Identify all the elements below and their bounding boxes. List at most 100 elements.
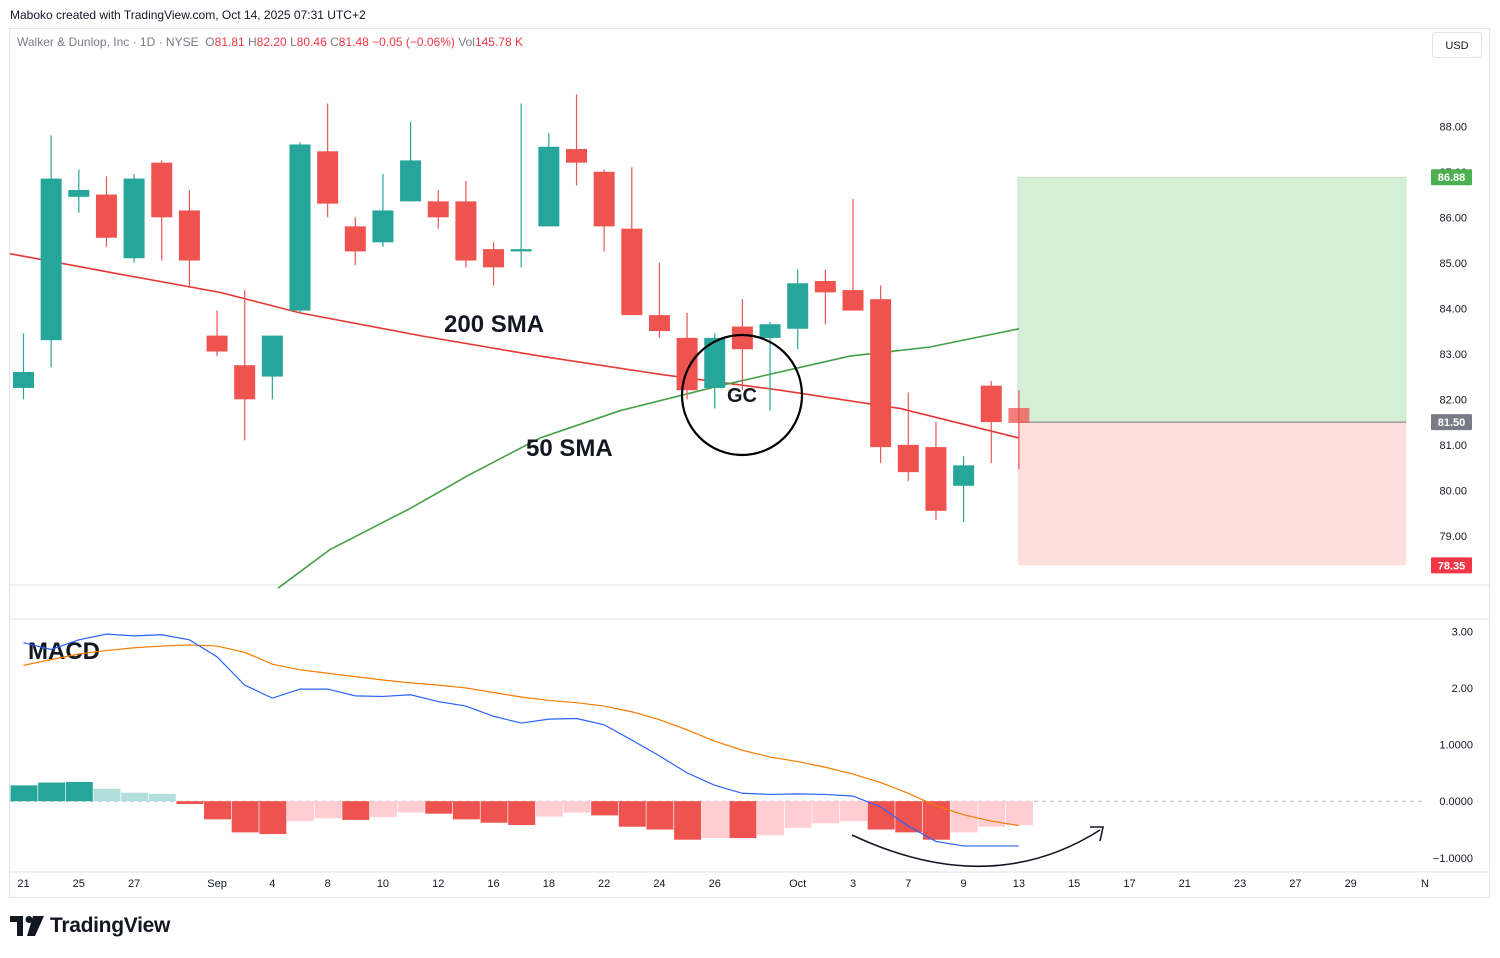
- time-axis-tick: 21: [1179, 878, 1191, 890]
- time-axis-tick: 3: [850, 878, 856, 890]
- low-value: 80.46: [296, 35, 327, 49]
- candle: [427, 189, 449, 229]
- macd-histogram-bar: [701, 801, 729, 839]
- time-axis-tick: 16: [487, 878, 499, 890]
- target-price-tag-bg: [1431, 169, 1472, 186]
- time-axis-tick: 18: [543, 878, 555, 890]
- candle-body: [289, 144, 311, 311]
- golden-cross-annotation: GC: [727, 385, 757, 407]
- macd-axis-tick: 1.0000: [1439, 740, 1473, 752]
- candle: [621, 167, 643, 316]
- time-axis-tick: 17: [1123, 878, 1135, 890]
- candle: [151, 160, 173, 261]
- candle: [648, 262, 670, 338]
- macd-histogram-bar: [618, 801, 646, 827]
- time-axis-tick: 26: [709, 878, 721, 890]
- macd-histogram-bar: [231, 801, 259, 833]
- tradingview-brand[interactable]: TradingView: [10, 914, 170, 938]
- macd-axis-tick: −1.0000: [1433, 853, 1473, 865]
- candle: [870, 285, 892, 464]
- time-axis-tick: 4: [269, 878, 275, 890]
- time-axis-tick: Sep: [207, 878, 227, 890]
- macd-histogram-bar: [922, 801, 950, 840]
- candle: [400, 121, 422, 202]
- candle: [317, 103, 339, 218]
- candle-body: [40, 178, 62, 341]
- low-label: L: [290, 35, 297, 49]
- candle: [593, 169, 615, 252]
- candle: [538, 133, 560, 227]
- candle-body: [621, 228, 643, 316]
- macd-axis-tick: 2.00: [1452, 683, 1473, 695]
- macd-histogram-bar: [259, 801, 287, 835]
- candle-body: [427, 201, 449, 218]
- candle-body: [814, 280, 836, 293]
- candle-body: [704, 337, 726, 388]
- macd-histogram-bar: [674, 801, 702, 840]
- price-axis-tick: 81.00: [1439, 440, 1467, 452]
- candle-body: [842, 290, 864, 311]
- macd-histogram-bar: [204, 801, 232, 820]
- macd-histogram-bar: [591, 801, 619, 816]
- macd-histogram-bar: [508, 801, 536, 825]
- sma-50-annotation: 50 SMA: [526, 435, 613, 462]
- time-axis-tick: 12: [432, 878, 444, 890]
- candle-body: [372, 210, 394, 243]
- macd-histogram-bar: [784, 801, 812, 828]
- high-value: 82.20: [256, 35, 287, 49]
- candle: [980, 381, 1002, 464]
- macd-histogram-bar: [148, 793, 176, 802]
- candle-body: [400, 160, 422, 202]
- candle-body: [344, 226, 366, 252]
- candle: [925, 422, 947, 520]
- macd-histogram-bar: [287, 801, 314, 822]
- macd-arrow-head: [1090, 826, 1104, 842]
- macd-histogram-bar: [729, 801, 757, 839]
- macd-histogram-bar: [397, 801, 425, 813]
- candle: [372, 174, 394, 247]
- macd-histogram-bar: [93, 788, 121, 802]
- candle: [897, 392, 919, 482]
- macd-histogram-bar: [563, 801, 591, 813]
- chart-credit: Maboko created with TradingView.com, Oct…: [10, 8, 366, 22]
- time-axis-tick: 22: [598, 878, 610, 890]
- change-value: −0.05 (−0.06%): [372, 35, 455, 49]
- candle-body: [980, 385, 1002, 423]
- candle-body: [566, 149, 587, 163]
- candle: [1008, 390, 1030, 470]
- price-axis-tick: 88.00: [1439, 121, 1467, 133]
- candle-body: [234, 365, 256, 400]
- macd-histogram-bar: [10, 785, 38, 802]
- candle: [510, 103, 532, 268]
- candle: [40, 135, 62, 368]
- macd-histogram-bar: [176, 801, 204, 805]
- candle: [234, 290, 256, 441]
- time-axis-tick: 7: [905, 878, 911, 890]
- candle: [842, 199, 864, 311]
- sma-200-annotation: 200 SMA: [444, 311, 544, 338]
- candle-body: [68, 189, 90, 197]
- symbol-title[interactable]: Walker & Dunlop, Inc · 1D · NYSE: [17, 35, 199, 49]
- macd-histogram-bar: [867, 801, 895, 830]
- candle-body: [870, 299, 892, 448]
- time-axis-tick: 9: [961, 878, 967, 890]
- volume-value: 145.78 K: [474, 35, 523, 49]
- candle: [289, 142, 311, 313]
- candle-body: [787, 283, 809, 329]
- time-axis-tick: Oct: [789, 878, 806, 890]
- close-label: C: [330, 35, 339, 49]
- time-axis-tick: 27: [128, 878, 140, 890]
- macd-histogram-bar: [38, 782, 66, 802]
- macd-histogram-bar: [425, 801, 453, 814]
- candle-body: [95, 194, 117, 238]
- candle-body: [648, 315, 670, 332]
- candle-body: [538, 146, 560, 227]
- currency-button[interactable]: USD: [1432, 32, 1482, 58]
- macd-histogram-bar: [65, 781, 93, 802]
- entry-price-tag-bg: [1431, 414, 1472, 431]
- time-axis-tick: 29: [1345, 878, 1357, 890]
- candle-body: [676, 337, 698, 391]
- price-axis-tick: 84.00: [1439, 303, 1467, 315]
- price-axis-tick: 85.00: [1439, 258, 1467, 270]
